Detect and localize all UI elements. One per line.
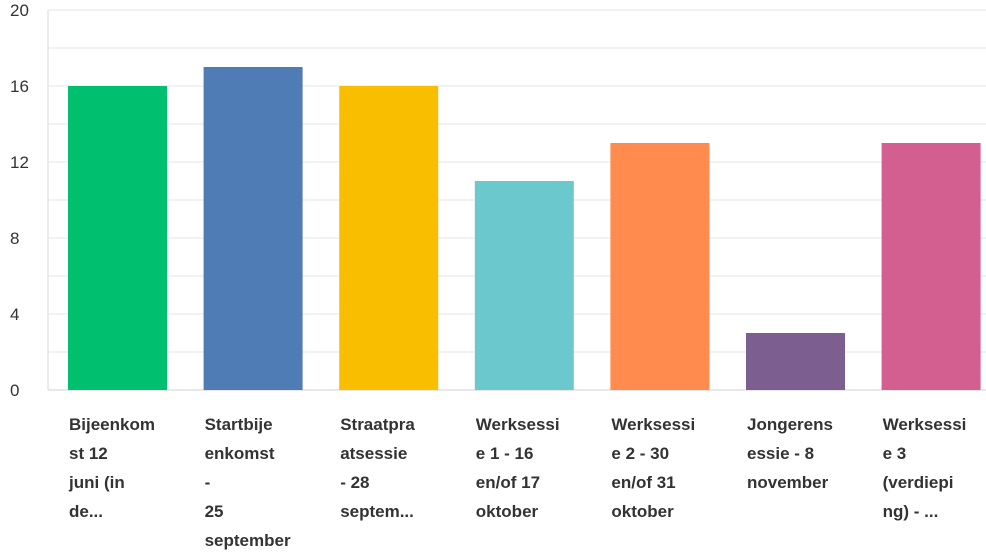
bar[interactable] (68, 86, 167, 390)
x-category-label: Startbije enkomst - 25 september (204, 415, 291, 550)
bar[interactable] (881, 143, 981, 390)
bar[interactable] (474, 181, 574, 390)
y-tick-label: 0 (10, 381, 19, 400)
bars (68, 67, 981, 390)
x-category-label: Straatpra atsessie - 28 septem... (340, 415, 415, 521)
y-tick-label: 12 (10, 153, 29, 172)
bar[interactable] (339, 86, 439, 390)
y-tick-label: 4 (10, 305, 19, 324)
bar[interactable] (203, 67, 303, 390)
bar[interactable] (746, 333, 845, 390)
x-category-label: Werksessi e 3 (verdiepi ng) - ... (882, 415, 967, 521)
y-tick-label: 16 (10, 77, 29, 96)
bar[interactable] (610, 143, 710, 390)
y-tick-label: 8 (10, 229, 19, 248)
x-category-label: Bijeenkom st 12 juni (in de... (69, 415, 155, 521)
x-category-label: Werksessi e 2 - 30 en/of 31 oktober (611, 415, 696, 521)
y-axis: 0 4 8 12 16 20 (10, 1, 29, 400)
x-category-label: Jongerens essie - 8 november (747, 415, 833, 492)
x-category-label: Werksessi e 1 - 16 en/of 17 oktober (475, 415, 560, 521)
y-tick-label: 20 (10, 1, 29, 20)
